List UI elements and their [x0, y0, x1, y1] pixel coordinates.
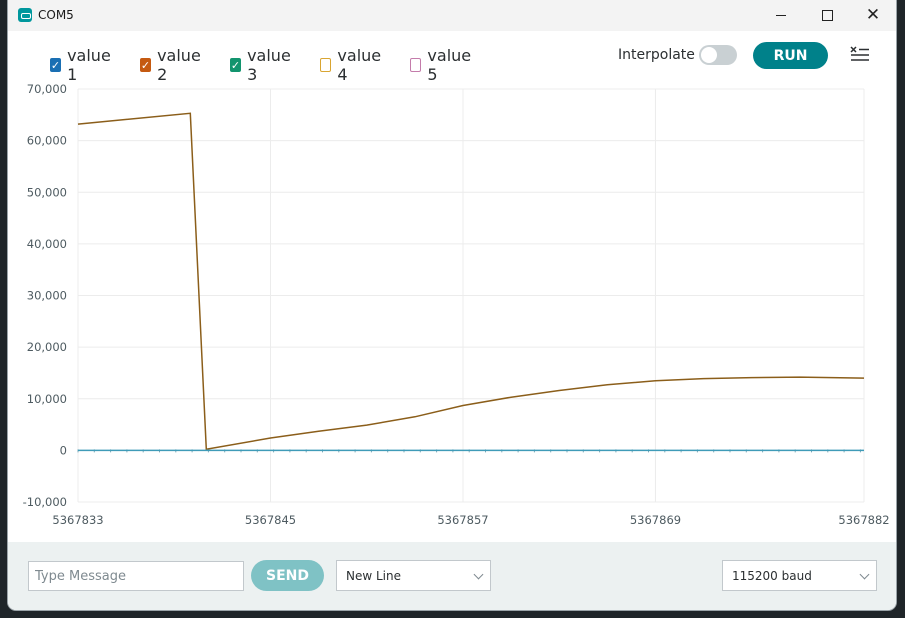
legend-item-value-1[interactable]: ✓ value 1: [50, 46, 114, 84]
y-tick-label: 20,000: [27, 340, 67, 354]
x-tick-label: 5367833: [52, 513, 103, 527]
message-bar: SEND New Line 115200 baud: [8, 542, 896, 610]
y-tick-label: 50,000: [27, 185, 67, 199]
y-tick-label: -10,000: [23, 495, 67, 509]
chevron-down-icon: [473, 569, 484, 580]
interpolate-toggle[interactable]: [699, 45, 737, 65]
legend-item-value-5[interactable]: value 5: [410, 46, 474, 84]
x-tick-label: 5367869: [630, 513, 681, 527]
y-tick-label: 0: [60, 443, 67, 457]
checkbox-icon[interactable]: ✓: [50, 58, 62, 72]
close-button[interactable]: ✕: [850, 0, 896, 31]
y-tick-label: 40,000: [27, 237, 67, 251]
line-ending-select[interactable]: New Line: [336, 560, 491, 591]
x-tick-label: 5367845: [245, 513, 296, 527]
checkbox-icon[interactable]: ✓: [140, 58, 152, 72]
toggle-knob: [701, 47, 717, 63]
legend-label: value 1: [67, 46, 111, 84]
minimize-button[interactable]: [758, 0, 804, 31]
chevron-down-icon: [859, 569, 870, 580]
legend-item-value-2[interactable]: ✓ value 2: [140, 46, 204, 84]
checkbox-icon[interactable]: [410, 58, 422, 72]
clear-list-icon[interactable]: [850, 46, 870, 64]
serial-plotter-window: COM5 ✕ ✓ value 1 ✓ value 2 ✓ value 3 val…: [8, 0, 896, 610]
legend-label: value 3: [247, 46, 291, 84]
arduino-icon: [18, 8, 32, 22]
minimize-icon: [776, 15, 786, 16]
baud-rate-value: 115200 baud: [732, 568, 812, 583]
title-bar: COM5 ✕: [8, 0, 896, 31]
run-button[interactable]: RUN: [753, 42, 828, 69]
y-tick-label: 30,000: [27, 289, 67, 303]
window-title: COM5: [38, 8, 74, 22]
legend-label: value 2: [157, 46, 201, 84]
interpolate-label: Interpolate: [618, 47, 695, 63]
legend-item-value-4[interactable]: value 4: [320, 46, 384, 84]
maximize-icon: [821, 10, 833, 21]
y-tick-label: 10,000: [27, 392, 67, 406]
y-tick-label: 70,000: [27, 82, 67, 96]
legend-item-value-3[interactable]: ✓ value 3: [230, 46, 294, 84]
y-tick-label: 60,000: [27, 134, 67, 148]
close-icon: ✕: [865, 5, 881, 25]
baud-rate-select[interactable]: 115200 baud: [722, 560, 877, 591]
legend-label: value 4: [337, 46, 382, 84]
legend-label: value 5: [427, 46, 472, 84]
checkbox-icon[interactable]: ✓: [230, 58, 242, 72]
x-tick-label: 5367857: [437, 513, 488, 527]
send-button[interactable]: SEND: [251, 560, 324, 591]
x-tick-label: 5367882: [838, 513, 889, 527]
series-line-1: [77, 112, 865, 451]
checkbox-icon[interactable]: [320, 58, 332, 72]
plot-area: -10,000 0 10,000 20,000 30,000 40,000 50,000 60…: [23, 82, 890, 527]
line-ending-value: New Line: [346, 568, 401, 583]
message-input[interactable]: [28, 561, 244, 591]
maximize-button[interactable]: [804, 0, 850, 31]
